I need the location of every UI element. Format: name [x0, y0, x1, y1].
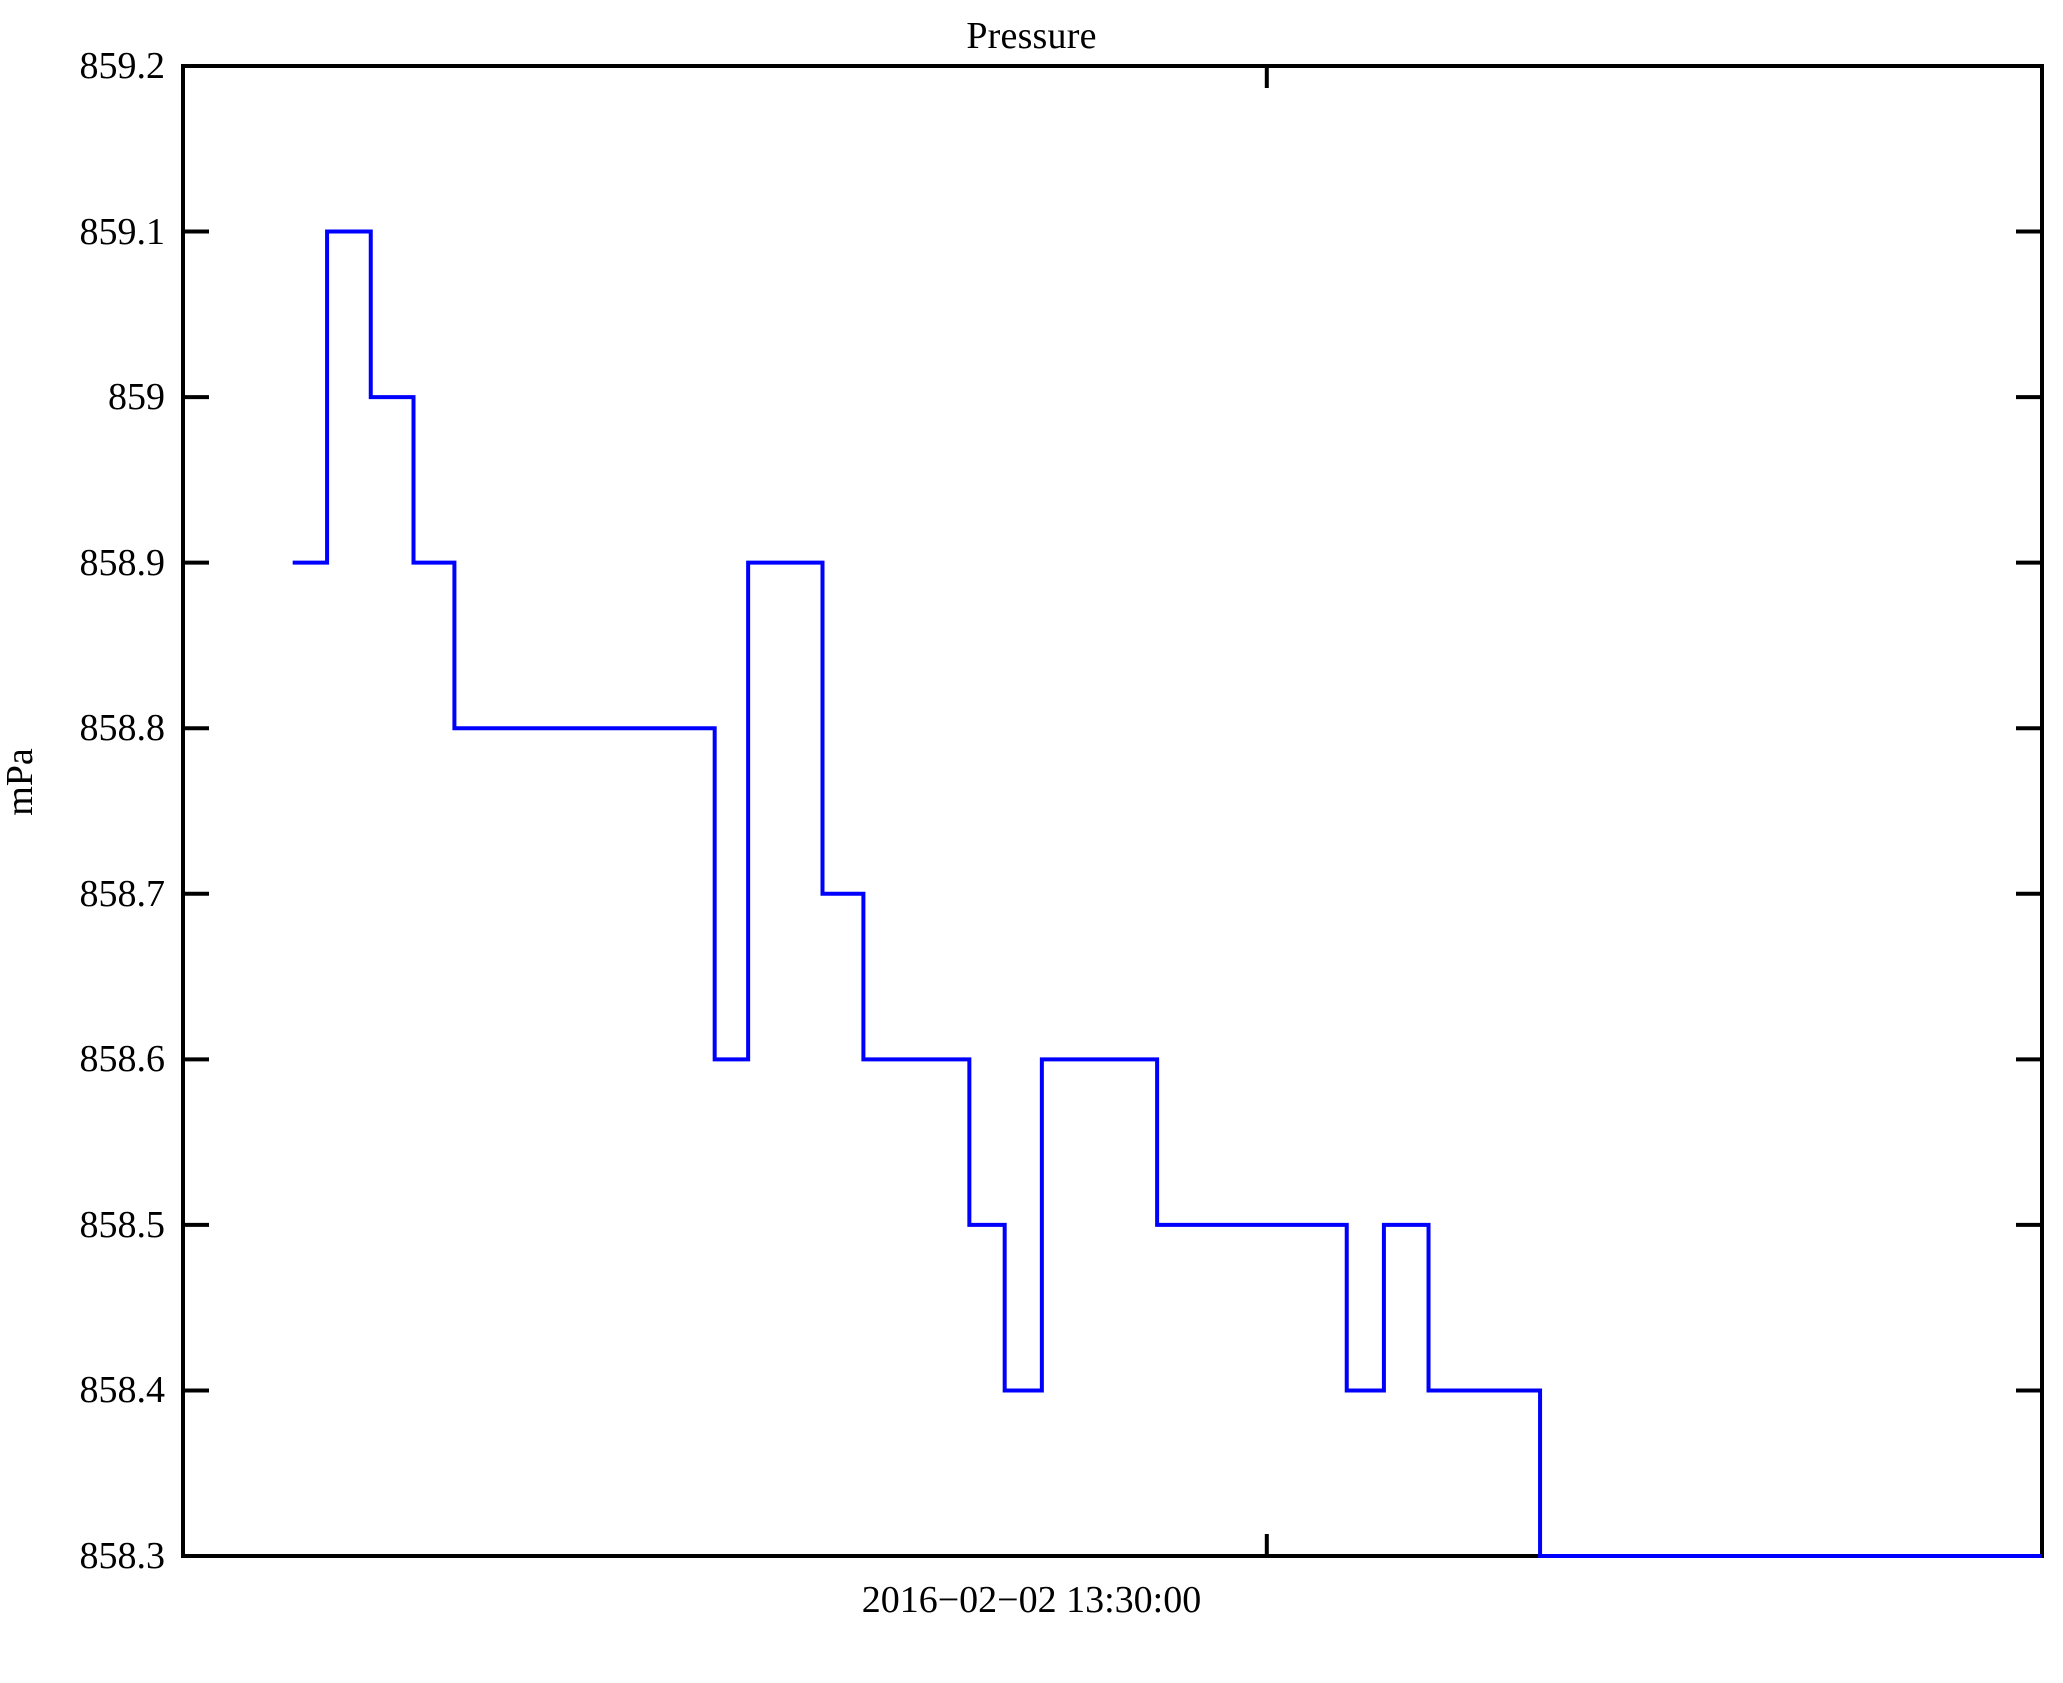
y-tick-label-7: 858.5 [79, 1203, 166, 1246]
axis-ticks [183, 66, 2042, 1556]
y-tick-label-3: 858.9 [79, 541, 166, 584]
y-tick-label-6: 858.6 [79, 1038, 166, 1081]
y-tick-label-1: 859.1 [79, 210, 166, 253]
y-tick-label-0: 859.2 [79, 45, 166, 87]
x-axis-tick-label: 2016−02−02 13:30:00 [861, 1579, 1202, 1621]
y-tick-label-4: 858.8 [79, 707, 166, 750]
axes-frame [181, 64, 2044, 1558]
y-tick-label-8: 858.4 [79, 1369, 166, 1412]
chart-title: Pressure [966, 15, 1097, 57]
pressure-step-line [292, 229, 2042, 1558]
y-tick-label-2: 859 [108, 376, 165, 419]
data-series-group [292, 229, 2042, 1558]
y-tick-label-9: 858.3 [79, 1535, 166, 1577]
plot-border [181, 64, 2044, 1558]
y-tick-label-5: 858.7 [79, 872, 166, 915]
